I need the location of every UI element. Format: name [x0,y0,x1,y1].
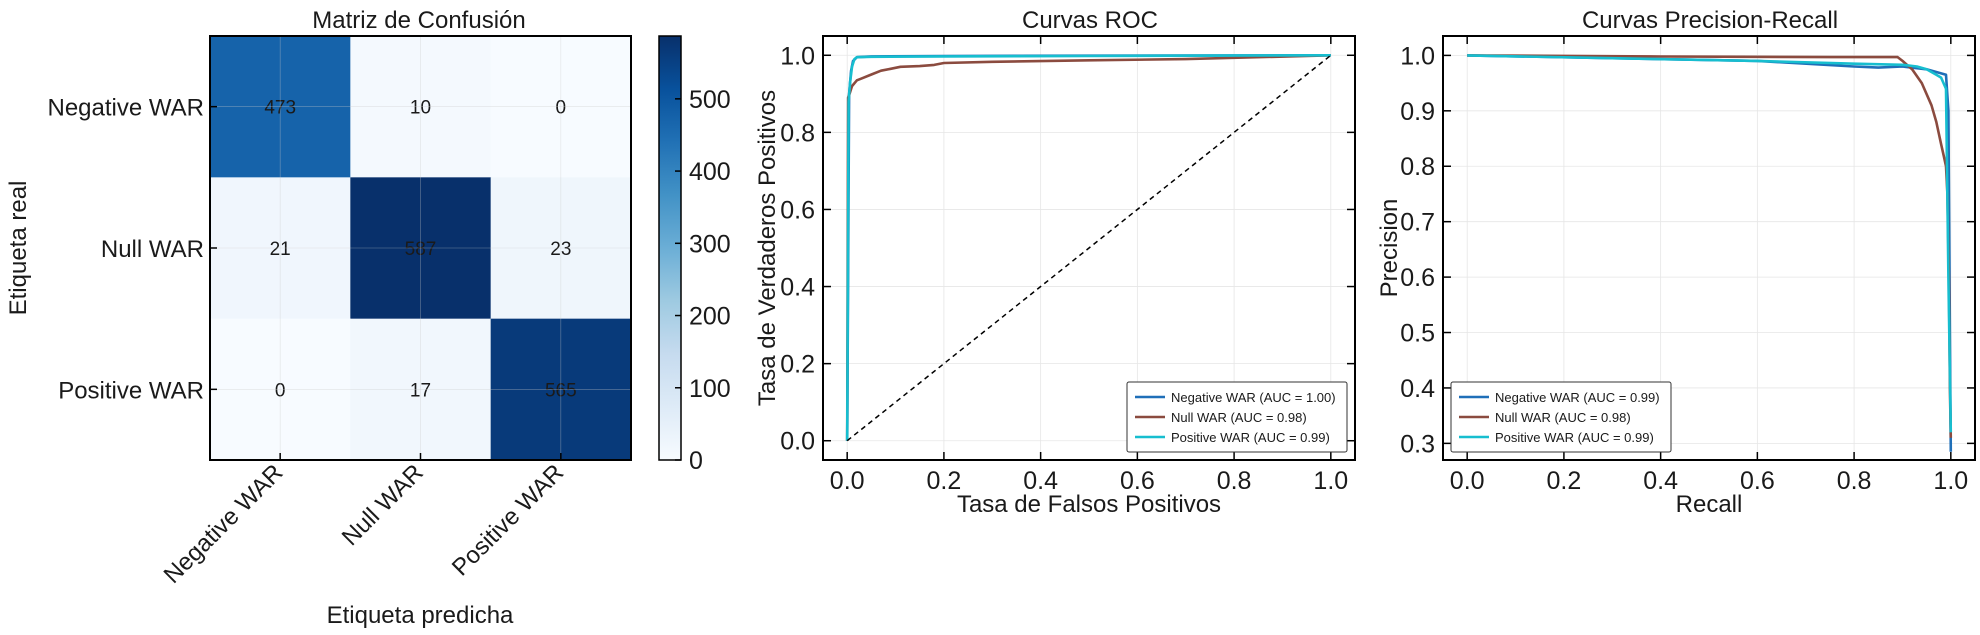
confusion-col-label: Negative WAR [159,459,289,589]
xtick-label: 0.0 [830,467,865,495]
ytick-label: 0.4 [1400,375,1435,403]
xtick-label: 0.4 [1643,467,1678,495]
xtick-label: 0.8 [1217,467,1252,495]
colorbar-tick-label: 200 [689,303,731,331]
xtick-label: 0.6 [1740,467,1775,495]
xtick-label: 0.4 [1023,467,1058,495]
series-line-null [1467,54,1953,438]
roc-xlabel: Tasa de Falsos Positivos [957,491,1221,518]
colorbar-tick-label: 500 [689,86,731,114]
legend-label: Null WAR (AUC = 0.98) [1495,410,1631,425]
confusion-matrix-panel: Matriz de Confusión 473 10 021 587 230 17 565 … [5,7,731,629]
pr-frame [1442,35,1976,461]
legend-label: Positive WAR (AUC = 0.99) [1495,430,1654,445]
legend-box [1450,381,1672,453]
confusion-row-label: Positive WAR [58,377,204,404]
ytick-label: 0.8 [780,119,815,147]
series-line-positive [1467,54,1953,433]
confusion-col-label: Null WAR [337,459,429,551]
pr-ylabel: Precision [1376,199,1403,298]
colorbar-tick-label: 400 [689,158,731,186]
ytick-label: 0.4 [780,274,815,302]
legend-box [1126,381,1348,453]
colorbar-tick-label: 100 [689,375,731,403]
ytick-label: 0.6 [780,196,815,224]
roc-panel: Curvas ROC 0.0 0.2 0.4 0.6 0.8 1.0 0.0 0.2 0.4 0.… [754,7,1356,518]
confusion-matrix-ylabel: Etiqueta real [5,181,32,316]
confusion-matrix-title: Matriz de Confusión [312,7,525,34]
xtick-label: 0.0 [1450,467,1485,495]
pr-xlabel: Recall [1676,491,1743,518]
xtick-label: 1.0 [1933,467,1968,495]
legend-label: Positive WAR (AUC = 0.99) [1171,430,1330,445]
colorbar-tick-label: 300 [689,230,731,258]
ytick-label: 0.8 [1400,153,1435,181]
series-line-null [845,54,1331,441]
legend-label: Negative WAR (AUC = 1.00) [1171,390,1336,405]
ytick-label: 0.7 [1400,209,1435,237]
legend-label: Negative WAR (AUC = 0.99) [1495,390,1660,405]
ytick-label: 0.2 [780,351,815,379]
pr-panel: Curvas Precision-Recall 0.0 0.2 0.4 0.6 0.8 1… [1376,7,1976,518]
colorbar-tick-label: 0 [689,447,703,475]
xtick-label: 0.8 [1837,467,1872,495]
roc-frame [822,35,1356,461]
xtick-label: 0.6 [1120,467,1155,495]
xtick-label: 1.0 [1313,467,1348,495]
pr-legend: Negative WAR (AUC = 0.99) Null WAR (AUC =… [1450,381,1672,453]
ytick-label: 1.0 [780,42,815,70]
confusion-col-label: Positive WAR [447,459,569,581]
ytick-label: 1.0 [1400,42,1435,70]
ytick-label: 0.6 [1400,264,1435,292]
ytick-label: 0.9 [1400,98,1435,126]
xtick-label: 0.2 [927,467,962,495]
ytick-label: 0.0 [780,428,815,456]
legend-label: Null WAR (AUC = 0.98) [1171,410,1307,425]
chance-diagonal-line [846,54,1332,442]
roc-legend: Negative WAR (AUC = 1.00) Null WAR (AUC =… [1126,381,1348,453]
series-line-positive [845,54,1331,441]
colorbar [658,35,682,461]
xtick-label: 0.2 [1547,467,1582,495]
confusion-row-label: Negative WAR [48,95,205,122]
roc-title: Curvas ROC [1022,7,1158,34]
ytick-label: 0.3 [1400,430,1435,458]
pr-title: Curvas Precision-Recall [1582,7,1838,34]
confusion-matrix-xlabel: Etiqueta predicha [327,602,514,629]
ytick-label: 0.5 [1400,320,1435,348]
roc-ylabel: Tasa de Verdaderos Positivos [754,90,781,406]
confusion-row-label: Null WAR [101,236,204,263]
